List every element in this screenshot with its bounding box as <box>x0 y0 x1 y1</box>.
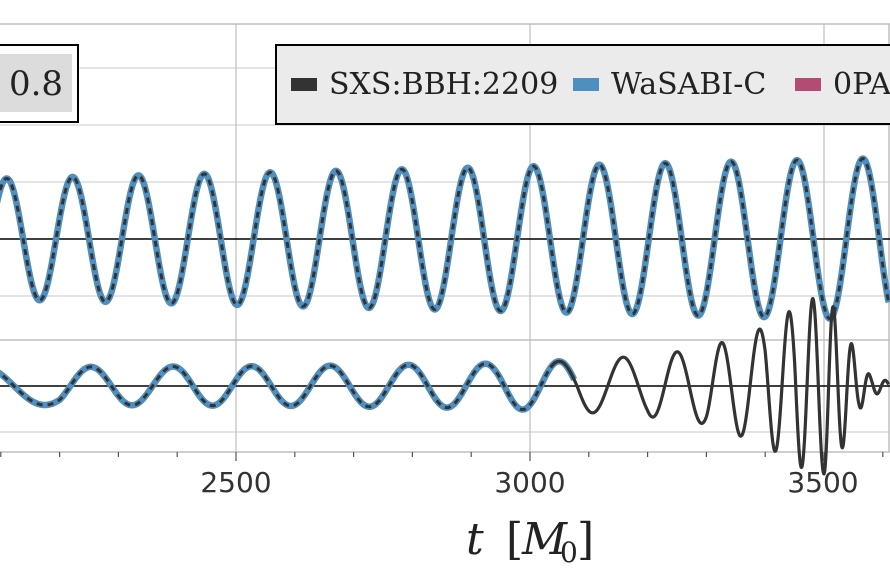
legend-swatch-wasabi <box>573 78 599 91</box>
x-tick-marks <box>0 452 884 461</box>
x-tick-label-3000: 3000 <box>494 466 565 499</box>
legend: SXS:BBH:2209 WaSABI-C 0PA <box>275 44 890 125</box>
x-axis-title-close: ] <box>577 514 594 565</box>
x-axis-title-sub: 0 <box>560 536 578 569</box>
legend-swatch-0pa <box>795 78 821 91</box>
bottom-sxs-curve-merger <box>549 296 890 476</box>
bottom-sxs-curve-dashed <box>0 359 576 411</box>
x-tick-labels: 2500 3000 3500 <box>200 466 858 499</box>
legend-swatch-sxs <box>291 78 317 91</box>
legend-label-wasabi: WaSABI-C <box>611 67 766 102</box>
x-axis-title-var: t <box>466 514 484 565</box>
panel-label-text: 0.8 <box>9 64 63 104</box>
panel-label-inner <box>0 54 72 112</box>
x-tick-label-3500: 3500 <box>787 466 858 499</box>
waveform-curves <box>0 155 890 476</box>
legend-label-0pa: 0PA <box>833 67 890 102</box>
x-axis-title-open: [ <box>506 514 523 565</box>
legend-label-sxs: SXS:BBH:2209 <box>329 67 558 102</box>
top-sxs-curve <box>0 157 890 321</box>
x-axis-title: t [ M 0 ] <box>466 514 594 569</box>
x-axis-title-unit: M <box>521 514 568 565</box>
x-tick-label-2500: 2500 <box>200 466 271 499</box>
panel-label-box: 0.8 <box>0 44 79 123</box>
